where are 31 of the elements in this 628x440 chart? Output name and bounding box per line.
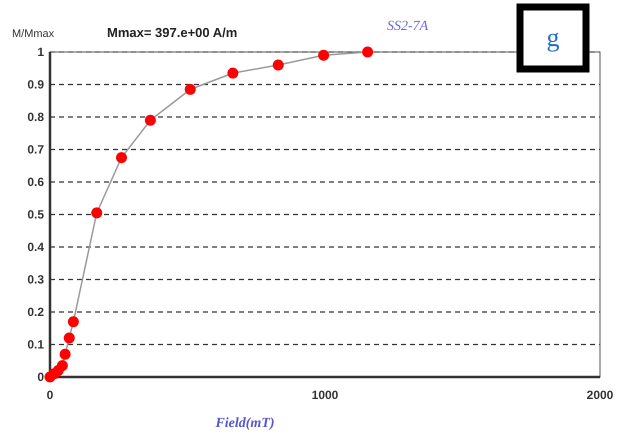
x-tick-label: 1000 <box>312 388 339 402</box>
y-tick-label: 0.3 <box>27 272 44 287</box>
x-tick-label: 2000 <box>586 388 614 402</box>
point <box>318 50 330 61</box>
x-tick-label: 0 <box>46 388 54 402</box>
x-axis-title: Field(mT) <box>214 416 275 431</box>
point <box>91 207 102 218</box>
text: Mmax= 397.e+00 A/m <box>107 25 238 40</box>
point <box>116 152 127 164</box>
y-tick-label: 0.2 <box>27 305 44 320</box>
point <box>184 84 196 95</box>
point <box>68 316 79 328</box>
point <box>60 348 71 360</box>
y-tick-label: 0.5 <box>27 208 44 222</box>
point <box>144 114 156 126</box>
y-tick-label: 0 <box>37 370 44 384</box>
point <box>56 360 68 372</box>
y-tick-label: 0.4 <box>27 240 44 254</box>
point <box>64 332 75 344</box>
point <box>227 68 238 79</box>
y-axis-title: M/Mmax <box>12 28 55 40</box>
annotation: g <box>546 23 560 52</box>
y-tick-label: 0.7 <box>27 142 44 157</box>
y-tick-label: 1 <box>37 45 44 60</box>
y-tick-label: 0.8 <box>27 110 44 124</box>
y-tick-label: 0.6 <box>27 175 44 190</box>
text: SS2-7A <box>387 19 429 34</box>
y-tick-label: 0.1 <box>27 338 44 352</box>
point <box>362 46 374 58</box>
y-tick-label: 0.9 <box>27 78 44 92</box>
point <box>272 60 284 70</box>
